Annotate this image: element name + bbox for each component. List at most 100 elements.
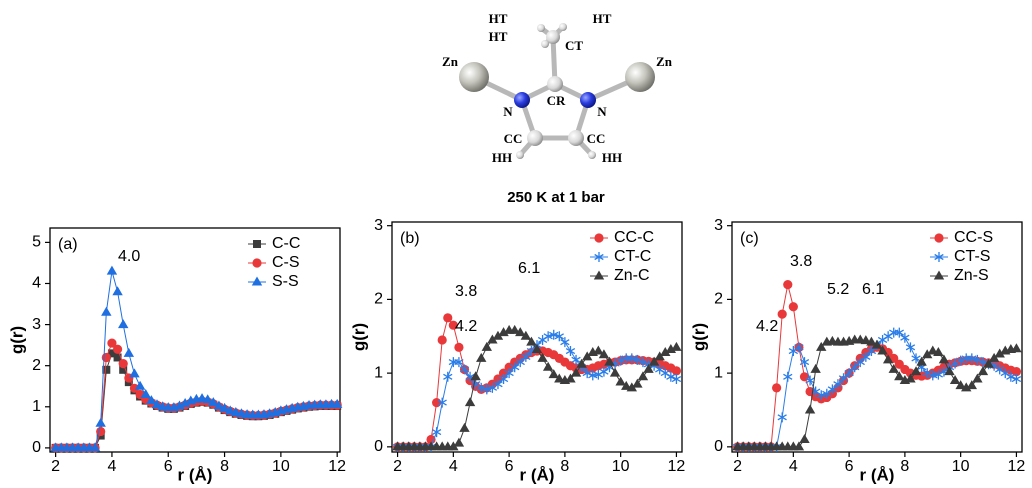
x-tick-label: 2 bbox=[393, 458, 402, 475]
atom-label: HT bbox=[489, 29, 508, 44]
atom-label: N bbox=[503, 104, 513, 119]
h-atom bbox=[588, 151, 596, 159]
c-atom bbox=[527, 130, 543, 146]
marker bbox=[129, 368, 139, 377]
annotation: 5.2 bbox=[827, 281, 849, 298]
x-tick-label: 6 bbox=[845, 458, 854, 475]
legend-marker bbox=[934, 271, 944, 280]
h-atom bbox=[541, 40, 549, 48]
legend-label: C-S bbox=[272, 254, 300, 271]
annotation: 6.1 bbox=[862, 281, 884, 298]
marker bbox=[432, 427, 441, 437]
legend-label: C-C bbox=[272, 235, 300, 252]
y-axis-label: g(r) bbox=[349, 323, 368, 351]
legend-label: CC-S bbox=[954, 229, 993, 246]
marker bbox=[799, 434, 809, 443]
x-axis-label: r (Å) bbox=[520, 465, 555, 484]
x-tick-label: 2 bbox=[733, 458, 742, 475]
marker bbox=[459, 423, 469, 432]
y-tick-label: 1 bbox=[374, 364, 383, 381]
panel: 246810120123r (Å)g(r)(b)CC-CCT-CZn-C3.84… bbox=[349, 217, 685, 485]
legend-label: CT-C bbox=[614, 248, 651, 265]
panel-label: (b) bbox=[400, 230, 420, 247]
x-tick-label: 6 bbox=[505, 458, 514, 475]
marker bbox=[119, 359, 128, 368]
marker bbox=[102, 353, 111, 362]
marker bbox=[772, 383, 781, 392]
y-tick-label: 2 bbox=[374, 291, 383, 308]
h-atom bbox=[537, 24, 545, 32]
y-tick-label: 0 bbox=[374, 438, 383, 455]
molecule: HT HT HT CT Zn Zn N N CR CC CC HH HH bbox=[442, 11, 673, 165]
marker bbox=[543, 362, 553, 371]
atom-label: N bbox=[597, 104, 607, 119]
marker bbox=[101, 307, 111, 316]
y-tick-label: 5 bbox=[32, 234, 41, 251]
marker bbox=[95, 418, 105, 427]
y-tick-label: 0 bbox=[32, 439, 41, 456]
marker bbox=[778, 412, 787, 422]
legend-label: CC-C bbox=[614, 229, 654, 246]
x-tick-label: 4 bbox=[789, 458, 798, 475]
atom-label: Zn bbox=[442, 54, 459, 69]
legend-marker bbox=[594, 233, 603, 242]
panel-label: (a) bbox=[58, 236, 78, 253]
x-tick-label: 8 bbox=[560, 458, 569, 475]
marker bbox=[432, 398, 441, 407]
legend-marker bbox=[594, 271, 604, 280]
annotation: 3.8 bbox=[455, 283, 477, 300]
x-tick-label: 12 bbox=[668, 458, 686, 475]
marker bbox=[113, 345, 122, 354]
x-tick-label: 4 bbox=[449, 458, 458, 475]
marker bbox=[443, 372, 452, 382]
marker bbox=[805, 404, 815, 413]
zn-atom bbox=[459, 62, 489, 92]
x-tick-label: 10 bbox=[952, 458, 970, 475]
legend-marker bbox=[252, 277, 262, 286]
series-line bbox=[738, 285, 1017, 447]
marker bbox=[906, 342, 915, 352]
c-atom bbox=[568, 130, 584, 146]
series-line bbox=[56, 271, 338, 448]
y-tick-label: 0 bbox=[714, 438, 723, 455]
x-tick-label: 4 bbox=[107, 458, 116, 475]
marker bbox=[566, 346, 575, 356]
figure-title: 250 K at 1 bar bbox=[507, 189, 605, 206]
marker bbox=[783, 280, 792, 289]
c-atom bbox=[547, 76, 563, 92]
x-tick-label: 6 bbox=[164, 458, 173, 475]
panel-label: (c) bbox=[740, 230, 759, 247]
marker bbox=[950, 375, 960, 384]
marker bbox=[454, 343, 463, 352]
y-tick-label: 3 bbox=[32, 316, 41, 333]
y-tick-label: 3 bbox=[714, 217, 723, 234]
marker bbox=[107, 266, 117, 275]
atom-label: HT bbox=[489, 11, 508, 26]
atom-label: Zn bbox=[656, 54, 673, 69]
panel: 24681012012345r (Å)g(r)(a)C-CC-SS-S4.0 bbox=[7, 228, 346, 484]
n-atom bbox=[580, 92, 596, 108]
marker bbox=[454, 438, 464, 447]
marker bbox=[810, 364, 820, 373]
y-axis-label: g(r) bbox=[7, 326, 26, 354]
figure: HT HT HT CT Zn Zn N N CR CC CC HH HH 250… bbox=[0, 0, 1032, 488]
x-tick-label: 10 bbox=[612, 458, 630, 475]
y-tick-label: 1 bbox=[714, 364, 723, 381]
x-tick-label: 8 bbox=[900, 458, 909, 475]
atom-label: CC bbox=[504, 131, 523, 146]
marker bbox=[112, 286, 122, 295]
zn-atom bbox=[625, 62, 655, 92]
y-tick-label: 3 bbox=[374, 217, 383, 234]
x-axis-label: r (Å) bbox=[860, 465, 895, 484]
annotation: 4.0 bbox=[118, 248, 140, 265]
legend-marker bbox=[252, 258, 261, 267]
atom-label: CT bbox=[565, 38, 583, 53]
marker bbox=[778, 310, 787, 319]
legend-label: CT-S bbox=[954, 248, 990, 265]
atom-label: HT bbox=[593, 11, 612, 26]
legend-label: Zn-C bbox=[614, 267, 650, 284]
legend-marker bbox=[253, 240, 261, 248]
marker bbox=[96, 427, 105, 436]
marker bbox=[671, 342, 681, 351]
h-atom bbox=[516, 151, 524, 159]
